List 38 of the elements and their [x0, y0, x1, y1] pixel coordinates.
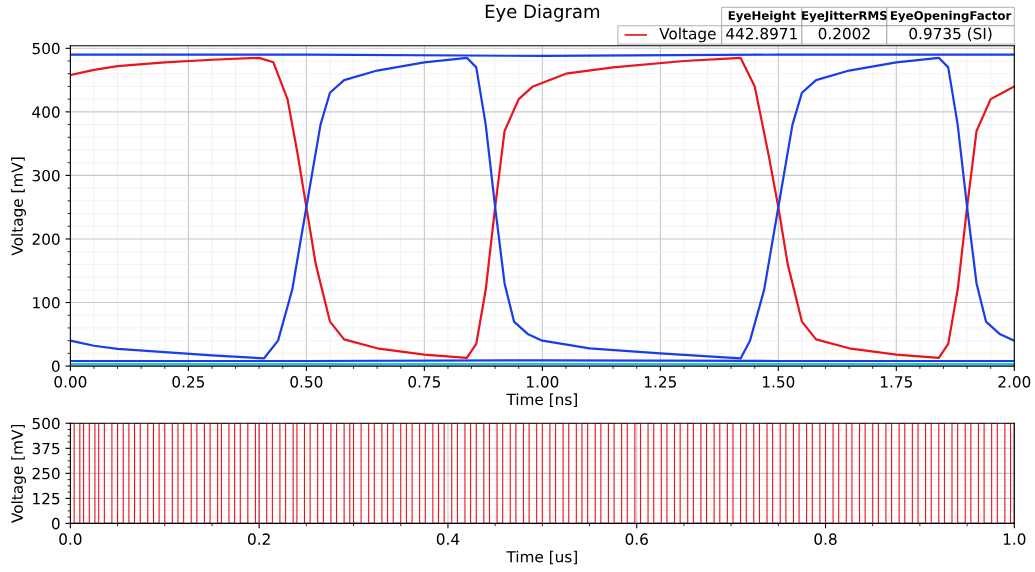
x-tick-label: 0.00 [54, 376, 87, 388]
text: EyeOpeningFactor [890, 10, 1012, 23]
text: 0.2002 [818, 27, 870, 40]
y-axis-title: Voltage [mV] [11, 424, 26, 523]
text: EyeJitterRMS [802, 10, 887, 23]
x-tick-label: 0.6 [625, 533, 648, 545]
y-tick-label: 400 [32, 106, 60, 118]
y-tick-label: 0 [51, 360, 60, 373]
y-tick-label: 250 [32, 467, 60, 480]
x-tick-label: 0.0 [59, 533, 82, 545]
x-tick-label: 0.8 [814, 533, 837, 545]
x-tick-label: 1.0 [1003, 533, 1026, 545]
y-tick-label: 375 [32, 442, 60, 455]
x-tick-label: 0.4 [436, 533, 460, 545]
x-axis-title: Time [us] [506, 550, 577, 565]
y-tick-label: 0 [51, 517, 60, 530]
x-tick-label: 1.25 [645, 376, 676, 388]
text: 442.8971 [726, 27, 797, 40]
x-tick-label: 2.00 [998, 376, 1031, 388]
y-tick-label: 200 [32, 233, 60, 245]
text: EyeHeight [728, 10, 796, 23]
y-tick-label: 100 [33, 296, 60, 309]
x-tick-label: 1.75 [880, 376, 912, 388]
y-tick-label: 500 [32, 417, 60, 430]
chart-title: Eye Diagram [485, 4, 600, 22]
x-axis-title: Time [ns] [506, 393, 577, 407]
x-tick-label: 0.75 [408, 376, 441, 388]
y-tick-label: 500 [32, 42, 60, 55]
x-tick-label: 0.25 [172, 376, 205, 388]
text: 0.9735 (SI) [909, 27, 992, 42]
y-axis-title: Voltage [mV] [11, 157, 26, 256]
y-tick-label: 300 [32, 169, 60, 182]
x-tick-label: 1.50 [762, 376, 795, 388]
legend-label: Voltage [659, 27, 716, 43]
x-tick-label: 0.2 [248, 533, 270, 545]
x-tick-label: 1.00 [527, 376, 559, 388]
x-tick-label: 0.50 [290, 376, 323, 388]
y-tick-label: 125 [33, 492, 60, 505]
